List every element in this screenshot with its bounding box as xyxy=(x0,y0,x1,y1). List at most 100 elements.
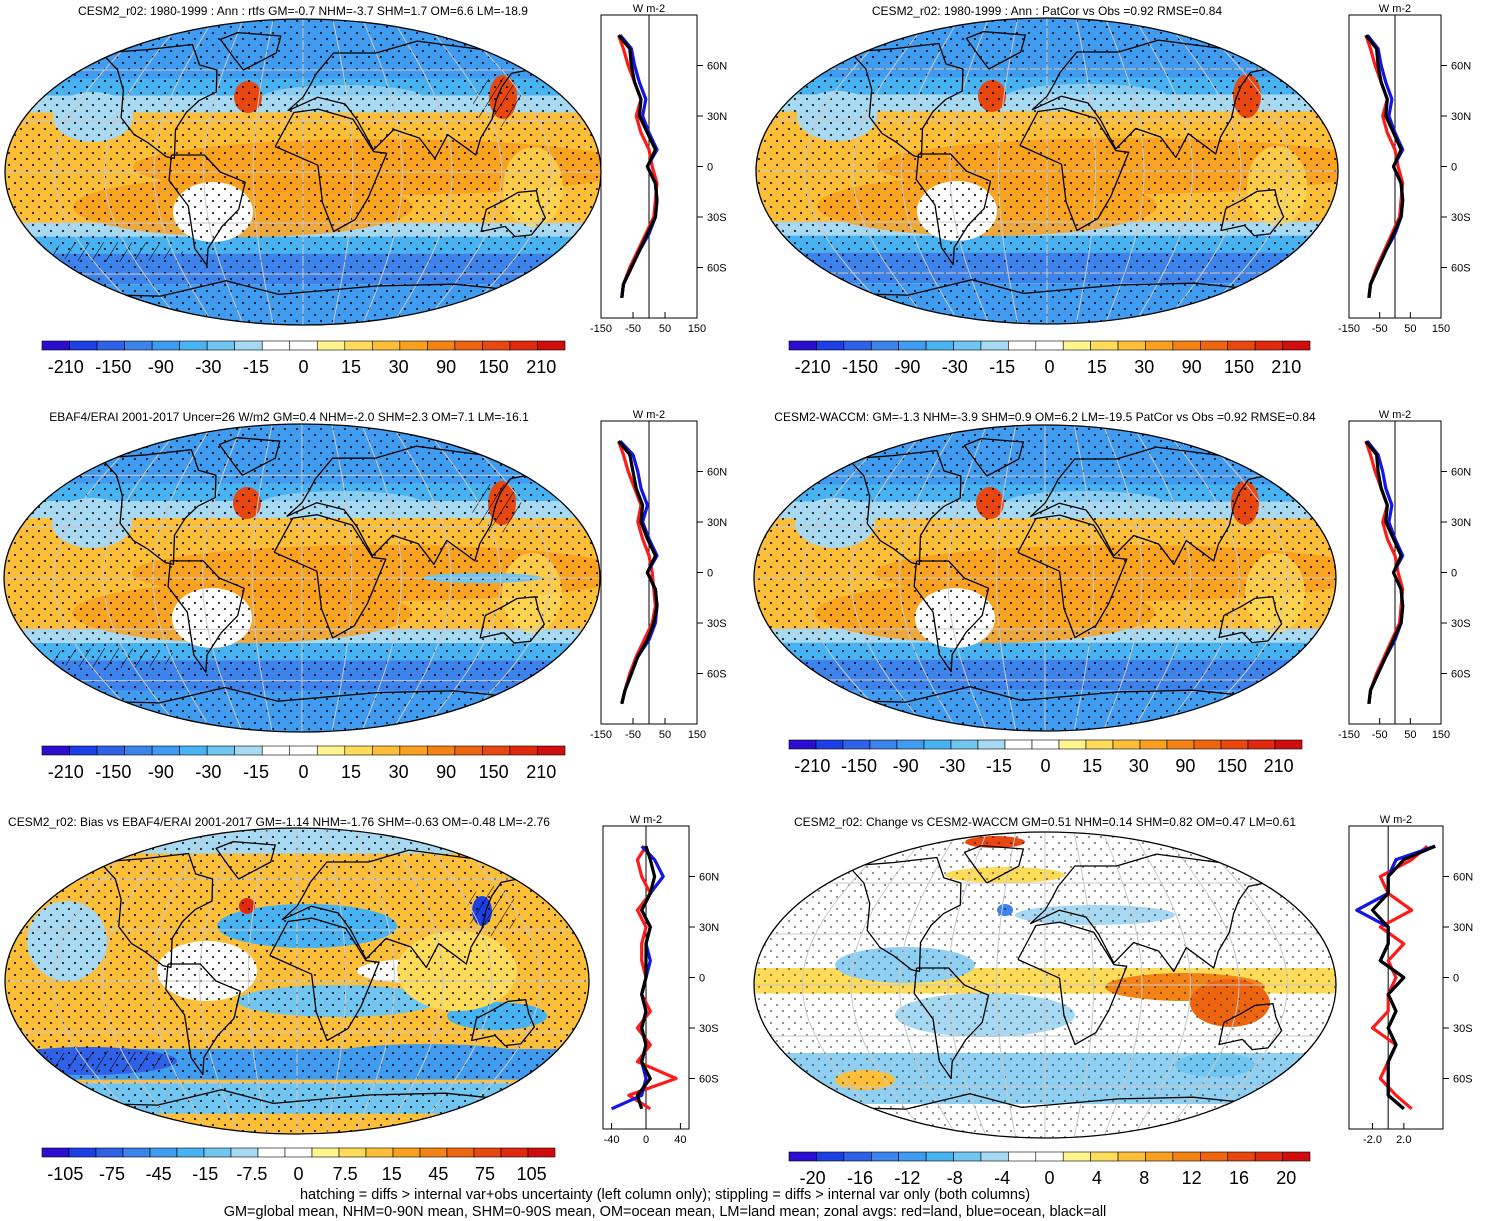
footnote-definitions: GM=global mean, NHM=0-90N mean, SHM=0-90… xyxy=(223,1204,1107,1220)
latitude-tick-label: 30N xyxy=(1451,111,1471,123)
colorbar-tick-label: 30 xyxy=(389,357,409,377)
latitude-tick-label: 60S xyxy=(1453,1074,1473,1086)
map-panel xyxy=(4,827,590,1135)
colorbar-tick-label: -150 xyxy=(95,357,131,377)
colorbar-tick-label: 15 xyxy=(382,1164,402,1184)
profile-line-all xyxy=(1370,844,1436,1111)
profile-tick-label: -150 xyxy=(590,323,612,335)
latitude-tick-label: 60S xyxy=(1451,263,1471,275)
profile-units-label: W m-2 xyxy=(1379,409,1411,421)
colorbar: -210 -150 -90 -30 -15 0 15 30 90 150 210 xyxy=(41,745,566,782)
map-panel xyxy=(755,17,1339,325)
profile-units-label: W m-2 xyxy=(630,814,662,826)
zonal-profile: W m-2 60N 30N 0 30S 60S -40 0 40 xyxy=(602,814,719,1146)
colorbar: -210 -150 -90 -30 -15 0 15 30 90 150 210 xyxy=(41,340,566,377)
profile-tick-label: 150 xyxy=(1432,323,1450,335)
panel-title: EBAF4/ERAI 2001-2017 Uncer=26 W/m2 GM=0.… xyxy=(49,410,529,424)
latitude-tick-label: 60S xyxy=(707,263,727,275)
profile-line-land xyxy=(1370,844,1429,1111)
colorbar-tick-label: -7.5 xyxy=(236,1164,267,1184)
colorbar-tick-label: -30 xyxy=(195,357,221,377)
colorbar-tick-label: -30 xyxy=(942,357,968,377)
panel-title: CESM2_r02: 1980-1999 : Ann : rtfs GM=-0.… xyxy=(78,4,528,18)
colorbar-tick-label: 105 xyxy=(517,1164,547,1184)
map-field xyxy=(756,18,1338,324)
latitude-tick-label: 60S xyxy=(707,669,727,681)
latitude-tick-label: 60S xyxy=(699,1074,719,1086)
colorbar-tick-label: 15 xyxy=(1082,756,1102,776)
panel-title: CESM2_r02: Change vs CESM2-WACCM GM=0.51… xyxy=(794,815,1296,829)
colorbar-tick-label: 15 xyxy=(341,357,361,377)
panel-title: CESM2_r02: 1980-1999 : Ann : PatCor vs O… xyxy=(872,4,1223,18)
zonal-profile: W m-2 60N 30N 0 30S 60S -150 -50 50 150 xyxy=(590,3,727,335)
profile-tick-label: -50 xyxy=(1372,729,1388,741)
latitude-tick-label: 30N xyxy=(707,111,727,123)
latitude-tick-label: 30S xyxy=(1451,618,1471,630)
latitude-tick-label: 30S xyxy=(707,618,727,630)
latitude-tick-label: 60N xyxy=(1451,467,1471,479)
colorbar-tick-label: -4 xyxy=(994,1168,1010,1188)
zonal-profile: W m-2 60N 30N 0 30S 60S -150 -50 50 150 xyxy=(1338,3,1471,335)
latitude-tick-label: 30N xyxy=(707,517,727,529)
latitude-tick-label: 60N xyxy=(699,872,719,884)
colorbar-tick-label: 210 xyxy=(1271,357,1301,377)
colorbar-tick-label: -30 xyxy=(939,756,965,776)
latitude-tick-label: 0 xyxy=(707,568,713,580)
colorbar-tick-label: 0 xyxy=(293,1164,303,1184)
profile-tick-label: 2.0 xyxy=(1396,1134,1411,1146)
profile-units-label: W m-2 xyxy=(1380,814,1412,826)
latitude-tick-label: 0 xyxy=(707,162,713,174)
colorbar-tick-label: 210 xyxy=(1264,756,1294,776)
colorbar-tick-label: -90 xyxy=(894,357,920,377)
profile-units-label: W m-2 xyxy=(633,3,665,15)
colorbar-tick-label: 0 xyxy=(298,357,308,377)
colorbar-tick-label: 0 xyxy=(298,762,308,782)
latitude-tick-label: 30N xyxy=(699,922,719,934)
colorbar: -20 -16 -12 -8 -4 0 4 8 12 16 20 xyxy=(788,1151,1311,1188)
colorbar-tick-label: -30 xyxy=(195,762,221,782)
colorbar-tick-label: 7.5 xyxy=(333,1164,358,1184)
colorbar-tick-label: 8 xyxy=(1139,1168,1149,1188)
profile-tick-label: -2.0 xyxy=(1363,1134,1382,1146)
map-panel xyxy=(4,18,602,326)
map-field xyxy=(754,425,1336,731)
colorbar-tick-label: -20 xyxy=(800,1168,826,1188)
colorbar-tick-label: 150 xyxy=(1217,756,1247,776)
latitude-tick-label: 60N xyxy=(707,467,727,479)
colorbar-tick-label: 150 xyxy=(479,762,509,782)
colorbar-tick-label: 210 xyxy=(526,357,556,377)
colorbar-tick-label: 0 xyxy=(1044,1168,1054,1188)
colorbar-tick-label: -90 xyxy=(148,762,174,782)
colorbar-tick-label: -45 xyxy=(146,1164,172,1184)
colorbar-tick-label: -105 xyxy=(47,1164,83,1184)
colorbar-tick-label: 0 xyxy=(1040,756,1050,776)
panel-title: CESM2_r02: Bias vs EBAF4/ERAI 2001-2017 … xyxy=(8,815,550,829)
colorbar-tick-label: 150 xyxy=(479,357,509,377)
profile-tick-label: -150 xyxy=(590,729,612,741)
colorbar: -210 -150 -90 -30 -15 0 15 30 90 150 210 xyxy=(788,739,1303,776)
colorbar-tick-label: -150 xyxy=(841,756,877,776)
profile-tick-label: 50 xyxy=(1404,729,1416,741)
colorbar-tick-label: 4 xyxy=(1092,1168,1102,1188)
colorbar-tick-label: 30 xyxy=(389,762,409,782)
map-field xyxy=(754,832,1336,1138)
latitude-tick-label: 30S xyxy=(707,212,727,224)
latitude-tick-label: 30N xyxy=(1453,922,1473,934)
colorbar-tick-label: -90 xyxy=(893,756,919,776)
colorbar-tick-label: -15 xyxy=(243,357,269,377)
map-panel xyxy=(753,831,1337,1139)
profile-tick-label: -50 xyxy=(1372,323,1388,335)
colorbar-tick-label: 45 xyxy=(428,1164,448,1184)
latitude-tick-label: 60N xyxy=(1451,61,1471,73)
profile-line-all xyxy=(617,34,659,298)
latitude-tick-label: 0 xyxy=(1451,568,1457,580)
profile-tick-label: 50 xyxy=(659,323,671,335)
colorbar-tick-label: 12 xyxy=(1182,1168,1202,1188)
colorbar-tick-label: -210 xyxy=(794,756,830,776)
colorbar-tick-label: -150 xyxy=(95,762,131,782)
profile-line-all xyxy=(635,845,657,1110)
latitude-tick-label: 30S xyxy=(699,1023,719,1035)
profile-tick-label: 150 xyxy=(688,323,706,335)
zonal-profile: W m-2 60N 30N 0 30S 60S -150 -50 50 150 xyxy=(1338,409,1471,741)
profile-tick-label: -40 xyxy=(604,1134,620,1146)
